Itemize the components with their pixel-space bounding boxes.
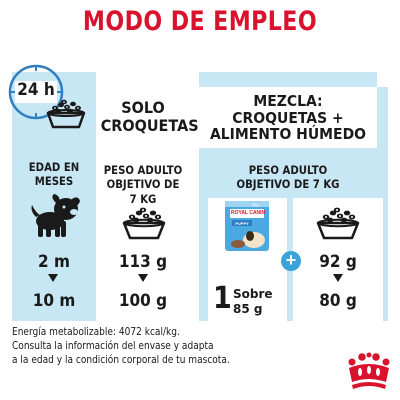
dry-bowl-icon [46,99,86,129]
mixed-weight-label: PESO ADULTO OBJETIVO DE 7 KG [236,163,340,192]
puppy-icon [31,194,80,237]
pouch-count: 1 [213,281,232,316]
mixed-dry-bowl-icon [316,207,360,240]
energy-note: Energía metabolizable: 4072 kcal/kg. [12,326,180,338]
dry-only-header: SOLO CROQUETAS [100,98,199,135]
pouch-amount: Sobre 85 g [233,287,273,317]
dry-amount-to: 100 g [118,291,168,311]
clock-label: 24 h [17,80,55,100]
dry-portion-bowl-icon [122,207,166,240]
dry-amount-from: 113 g [118,252,168,272]
page-title: MODO DE EMPLEO [82,6,318,37]
advice-note-line2: a la edad y la condición corporal de tu … [12,353,230,366]
dry-weight-label: PESO ADULTO OBJETIVO DE 7 KG [103,163,183,206]
wet-food-pouch-icon [225,201,269,251]
pouch-brand: ROYAL CANIN [231,210,266,216]
pouch-weight-label: 85 g [233,302,263,316]
dry-weight-box [96,148,190,321]
age-to: 10 m [32,291,76,311]
pouch-variant: PUPPY [235,221,249,226]
mixed-dry-arrow [333,274,343,282]
clock-24h-icon [8,64,64,120]
mixed-header-box [199,87,377,148]
age-arrow [48,274,58,282]
footer-notes: Energía metabolizable: 4072 kcal/kg. Con… [12,326,342,368]
dry-amount-arrow [138,274,148,282]
mixed-dry-box [293,198,383,321]
pouch-weight: 85g [252,202,259,207]
mixed-header: MEZCLA: CROQUETAS + ALIMENTO HÚMEDO [209,92,367,143]
age-label: EDAD EN MESES [28,160,80,189]
mixed-dry-to: 80 g [319,291,357,311]
right-panel-tab [199,72,377,87]
age-from: 2 m [38,252,70,272]
plus-icon: + [281,251,301,271]
royal-canin-crown-logo [348,352,390,389]
mixed-dry-from: 92 g [319,252,357,272]
pouch-unit: Sobre [233,287,273,301]
dry-only-header-box [96,87,190,148]
advice-note-line1: Consulta la información del envase y ada… [12,339,214,352]
